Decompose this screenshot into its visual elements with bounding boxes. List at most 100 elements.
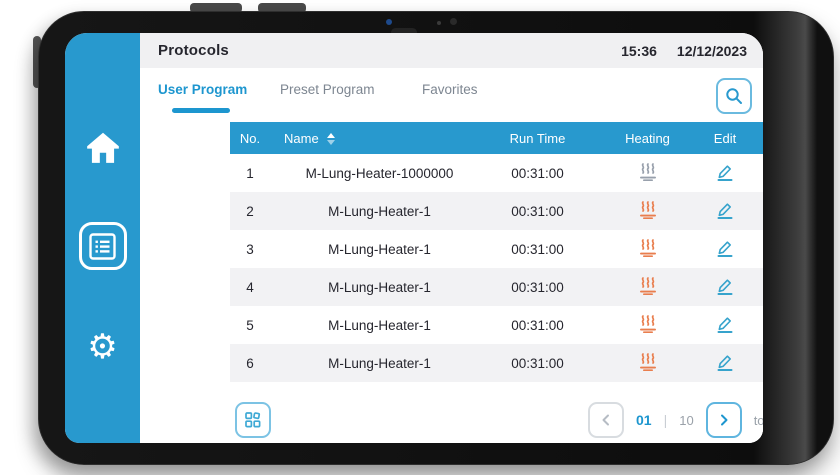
protocol-name: M-Lung-Heater-1 <box>328 317 431 333</box>
time-label: 15:36 <box>621 42 657 59</box>
hardware-top-button <box>258 3 306 13</box>
run-time: 00:31:00 <box>511 317 564 333</box>
light-sensor <box>437 21 441 25</box>
run-time: 00:31:00 <box>511 355 564 371</box>
home-icon <box>86 132 119 163</box>
gear-icon: ⚙ <box>87 327 118 367</box>
edit-cell <box>695 276 755 299</box>
view-toggle-button[interactable] <box>235 402 271 438</box>
speaker-grill <box>391 28 417 37</box>
row-number: 1 <box>246 165 254 181</box>
date-label: 12/12/2023 <box>676 42 747 59</box>
protocol-name: M-Lung-Heater-1 <box>328 203 431 219</box>
hardware-side-button <box>33 36 41 88</box>
edit-cell <box>695 352 755 375</box>
run-time: 00:31:00 <box>511 165 564 181</box>
active-item-frame <box>78 222 127 270</box>
edit-pencil-icon[interactable] <box>715 278 735 299</box>
run-time: 00:31:00 <box>511 203 564 219</box>
page-separator: | <box>663 412 668 428</box>
row-number: 3 <box>246 241 254 257</box>
edit-cell <box>695 238 755 261</box>
edit-cell <box>695 200 755 223</box>
table-row[interactable]: 3 M-Lung-Heater-1 00:31:00 <box>230 230 763 268</box>
column-favorites: Favorites <box>755 131 763 146</box>
favorite-cell <box>755 276 763 299</box>
heating-icon <box>636 276 660 299</box>
search-button[interactable] <box>716 78 752 114</box>
clock: 15:36 12/12/2023 <box>621 43 763 59</box>
table-body: 1 M-Lung-Heater-1000000 00:31:00 <box>230 154 763 382</box>
favorite-cell <box>755 314 763 337</box>
next-page-button[interactable] <box>705 402 742 438</box>
sidebar-item-home[interactable] <box>65 125 140 169</box>
chevron-right-icon <box>720 414 728 426</box>
heating-cell <box>600 238 695 261</box>
total-pages-label: 10 <box>679 412 694 428</box>
search-icon <box>726 88 742 104</box>
row-number: 4 <box>246 279 254 295</box>
apps-grid-icon <box>245 412 261 428</box>
tab-preset-program[interactable]: Preset Program <box>280 82 375 97</box>
front-camera <box>386 19 392 25</box>
row-number: 6 <box>246 355 254 371</box>
prev-page-button[interactable] <box>588 402 624 438</box>
heating-cell <box>600 276 695 299</box>
column-run-time: Run Time <box>509 130 566 146</box>
protocol-name: M-Lung-Heater-1000000 <box>305 165 454 181</box>
heating-cell <box>600 162 695 185</box>
column-no: No. <box>239 130 261 146</box>
sort-arrows-icon[interactable] <box>326 133 335 146</box>
protocol-name: M-Lung-Heater-1 <box>328 279 431 295</box>
heating-cell <box>600 200 695 223</box>
current-page-label: 01 <box>636 412 652 428</box>
favorite-cell <box>755 162 763 185</box>
sidebar-item-settings[interactable]: ⚙ <box>65 325 140 369</box>
table-row[interactable]: 2 M-Lung-Heater-1 00:31:00 <box>230 192 763 230</box>
heating-icon <box>636 238 660 261</box>
edit-pencil-icon[interactable] <box>715 316 735 337</box>
edit-pencil-icon[interactable] <box>715 164 735 185</box>
table-row[interactable]: 4 M-Lung-Heater-1 00:31:00 <box>230 268 763 306</box>
row-number: 5 <box>246 317 254 333</box>
hardware-top-button <box>190 3 242 13</box>
table-row[interactable]: 6 M-Lung-Heater-1 00:31:00 <box>230 344 763 382</box>
goto-label: to <box>753 412 763 428</box>
table-row[interactable]: 1 M-Lung-Heater-1000000 00:31:00 <box>230 154 763 192</box>
run-time: 00:31:00 <box>511 241 564 257</box>
heating-cell <box>600 314 695 337</box>
edit-cell <box>695 162 755 185</box>
favorite-cell <box>755 352 763 375</box>
device-screen: ⚙ Protocols 15:36 12/12/2023 User Progra… <box>65 33 763 443</box>
edit-pencil-icon[interactable] <box>715 240 735 261</box>
tab-favorites[interactable]: Favorites <box>422 82 478 97</box>
sidebar-item-protocols[interactable] <box>65 219 140 273</box>
heating-icon <box>636 200 660 223</box>
table-row[interactable]: 5 M-Lung-Heater-1 00:31:00 <box>230 306 763 344</box>
favorite-cell <box>755 238 763 261</box>
footer-bar: 01 | 10 to <box>140 384 763 443</box>
sidebar: ⚙ <box>65 33 140 443</box>
column-name[interactable]: Name <box>270 131 475 146</box>
favorite-cell <box>755 200 763 223</box>
heating-icon <box>636 162 660 185</box>
table-header: No. Name Run Time Heating Edit Favorites <box>230 122 763 154</box>
heating-icon <box>636 352 660 375</box>
proximity-sensor <box>450 18 457 25</box>
protocol-name: M-Lung-Heater-1 <box>328 355 431 371</box>
pagination: 01 | 10 to <box>588 402 763 438</box>
top-bar: Protocols 15:36 12/12/2023 <box>140 33 763 68</box>
edit-cell <box>695 314 755 337</box>
column-edit: Edit <box>713 130 737 146</box>
tab-user-program[interactable]: User Program <box>158 82 248 97</box>
edit-pencil-icon[interactable] <box>715 354 735 375</box>
heating-icon <box>636 314 660 337</box>
chevron-left-icon <box>602 414 609 426</box>
row-number: 2 <box>246 203 254 219</box>
edit-pencil-icon[interactable] <box>715 202 735 223</box>
page-title: Protocols <box>158 42 229 59</box>
main-panel: Protocols 15:36 12/12/2023 User Program … <box>140 33 763 443</box>
active-tab-underline <box>172 108 230 113</box>
heating-cell <box>600 352 695 375</box>
